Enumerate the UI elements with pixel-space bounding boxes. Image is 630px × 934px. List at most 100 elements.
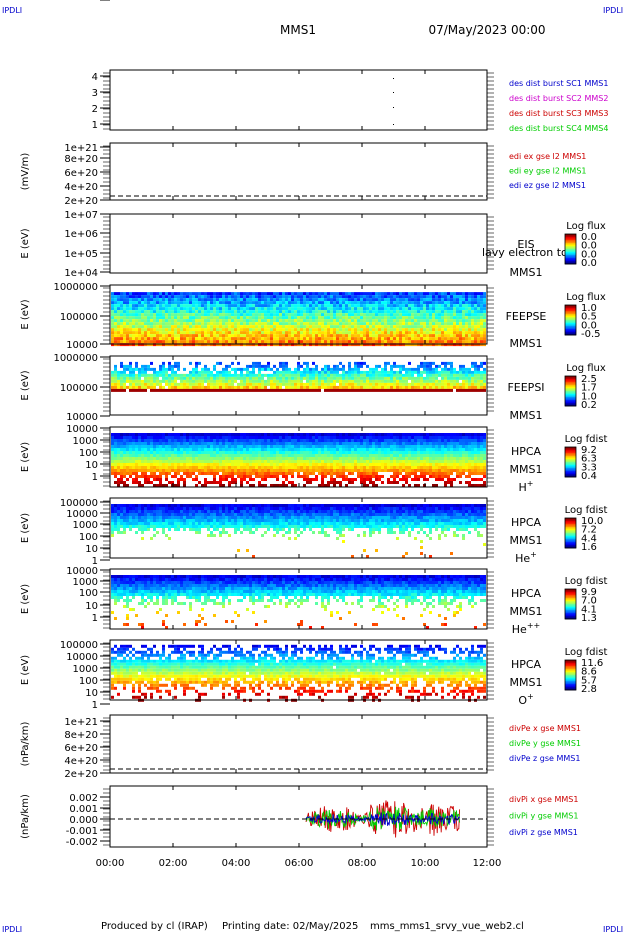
colorbar-tick-label: 7.0 [581,596,597,607]
instrument-label: O+ [518,692,533,707]
y-tick-label: 4 [92,72,98,83]
y-tick-label: 8e+20 [64,730,98,741]
colorbar-title: Log flux [566,292,606,303]
x-tick-label: 10:00 [411,858,440,869]
colorbar-tick-label: 0.0 [581,258,597,269]
y-tick-label: 6e+20 [64,743,98,754]
colorbar-title: Log flux [566,221,606,232]
spectrogram-hpca-he [111,504,486,558]
y-tick-label: 4e+20 [64,756,98,767]
colorbar-title: Log flux [566,363,606,374]
spectrogram-hpca-h [111,433,486,487]
y-tick-label: 0 [92,0,98,3]
y-tick-label: 1e+07 [64,210,98,221]
colorbar-tick-label: 0.2 [581,400,597,411]
y-tick-label: 1 [92,472,98,483]
instrument-label: HPCA [511,587,542,600]
instrument-label: MMS1 [510,463,543,476]
colorbar-title: Log fdist [565,576,608,587]
y-tick-label: 1e+21 [64,717,98,728]
y-tick-label: 100000 [60,312,98,323]
legend-entry: divPe x gse MMS1 [509,724,581,733]
x-tick-label: 08:00 [348,858,377,869]
colorbar-tick-label: 9.9 [581,587,597,598]
colorbar-tick-label: 0.0 [581,249,597,260]
colorbar-tick-label: 4.1 [581,604,597,615]
y-tick-label: 1000 [73,436,98,447]
panel-divpe: 1e+21 8e+20 6e+20 4e+20 2e+20 0 (nPa/km) divPe … [20,0,581,780]
instrument-label: MMS1 [510,266,543,279]
legend-entry: divPe y gse MMS1 [509,739,581,748]
footer-produced: Produced by cl (IRAP) [101,921,208,932]
y-axis-label: (nPa/km) [20,722,31,767]
legend-entry: edi ez gse l2 MMS1 [509,181,586,190]
x-tick-label: 06:00 [285,858,314,869]
panel-des-dist: 4 3 2 1 des dist burst SC1 MMS1 des dist burs… [92,69,608,133]
corner-label-top-right: IPDLI [603,6,623,15]
y-tick-label: 1000000 [53,353,98,364]
y-tick-label: 0.001 [69,804,98,815]
colorbar-tick-label: 8.6 [581,667,597,678]
colorbar-tick-label: 1.0 [581,391,597,402]
overlay-label: lavy electron to [482,246,568,259]
colorbar-tick-label: 2.8 [581,684,597,695]
colorbar-tick-label: 0.4 [581,471,597,482]
y-tick-label: 1000 [73,577,98,588]
instrument-label: MMS1 [510,534,543,547]
panel-frame [109,142,488,201]
colorbar-tick-label: 0.0 [581,320,597,331]
colorbar-title: Log fdist [565,647,608,658]
y-axis-label: E (eV) [20,370,31,400]
y-tick-label: 1e+06 [64,229,98,240]
y-axis-label: E (eV) [20,442,31,472]
colorbar-tick-label: 1.3 [581,613,597,624]
panel-frame [109,69,488,131]
colorbar-tick-label: 7.2 [581,525,597,536]
colorbar-tick-label: 1.6 [581,542,597,553]
colorbar-tick-label: 0.5 [581,312,597,323]
x-tick-label: 00:00 [96,858,125,869]
y-tick-label: 1 [92,556,98,567]
y-axis-label: E (eV) [20,584,31,614]
y-tick-label: 100000 [60,640,98,651]
instrument-label: MMS1 [510,676,543,689]
instrument-label: He+ [515,550,537,565]
x-tick-label: 02:00 [159,858,188,869]
colorbar-tick-label: 9.2 [581,445,597,456]
colorbar-tick-label: 11.6 [581,658,603,669]
legend-entry: divPe z gse MMS1 [509,754,580,763]
y-tick-label: 1 [92,613,98,624]
legend-entry: divPi z gse MMS1 [509,828,578,837]
legend-entry: des dist burst SC2 MMS2 [509,94,608,103]
colorbar-tick-label: 0.0 [581,232,597,243]
y-tick-label: 10000 [66,340,98,351]
y-tick-label: 10 [85,601,98,612]
colorbar-tick-label: 5.7 [581,675,597,686]
y-tick-label: 1000000 [53,282,98,293]
legend-entry: edi ey gse l2 MMS1 [509,167,587,176]
y-tick-label: 10000 [66,509,98,520]
colorbar-tick-label: 1.0 [581,303,597,314]
y-tick-label: 2e+20 [64,769,98,780]
time-axis: 00:00 02:00 04:00 06:00 08:00 10:00 12:00 [96,858,502,869]
legend-entry: des dist burst SC3 MMS3 [509,109,608,118]
spectrogram-hpca-hepp [111,575,486,629]
colorbar [564,446,577,478]
y-axis-label: (mV/m) [20,153,31,191]
colorbar-title: Log fdist [565,434,608,445]
y-axis-label: (nPa/km) [20,794,31,839]
panel-frame [109,213,488,274]
instrument-label: HPCA [511,516,542,529]
y-tick-label: -0.001 [66,826,98,837]
instrument-label: He++ [512,621,540,636]
y-tick-label: 1000 [73,664,98,675]
y-tick-label: 10 [85,688,98,699]
y-tick-label: 1 [92,120,98,131]
plot-date: 07/May/2023 00:00 [428,23,545,37]
y-tick-label: 100 [79,532,98,543]
legend-entry: des dist burst SC1 MMS1 [509,79,608,88]
